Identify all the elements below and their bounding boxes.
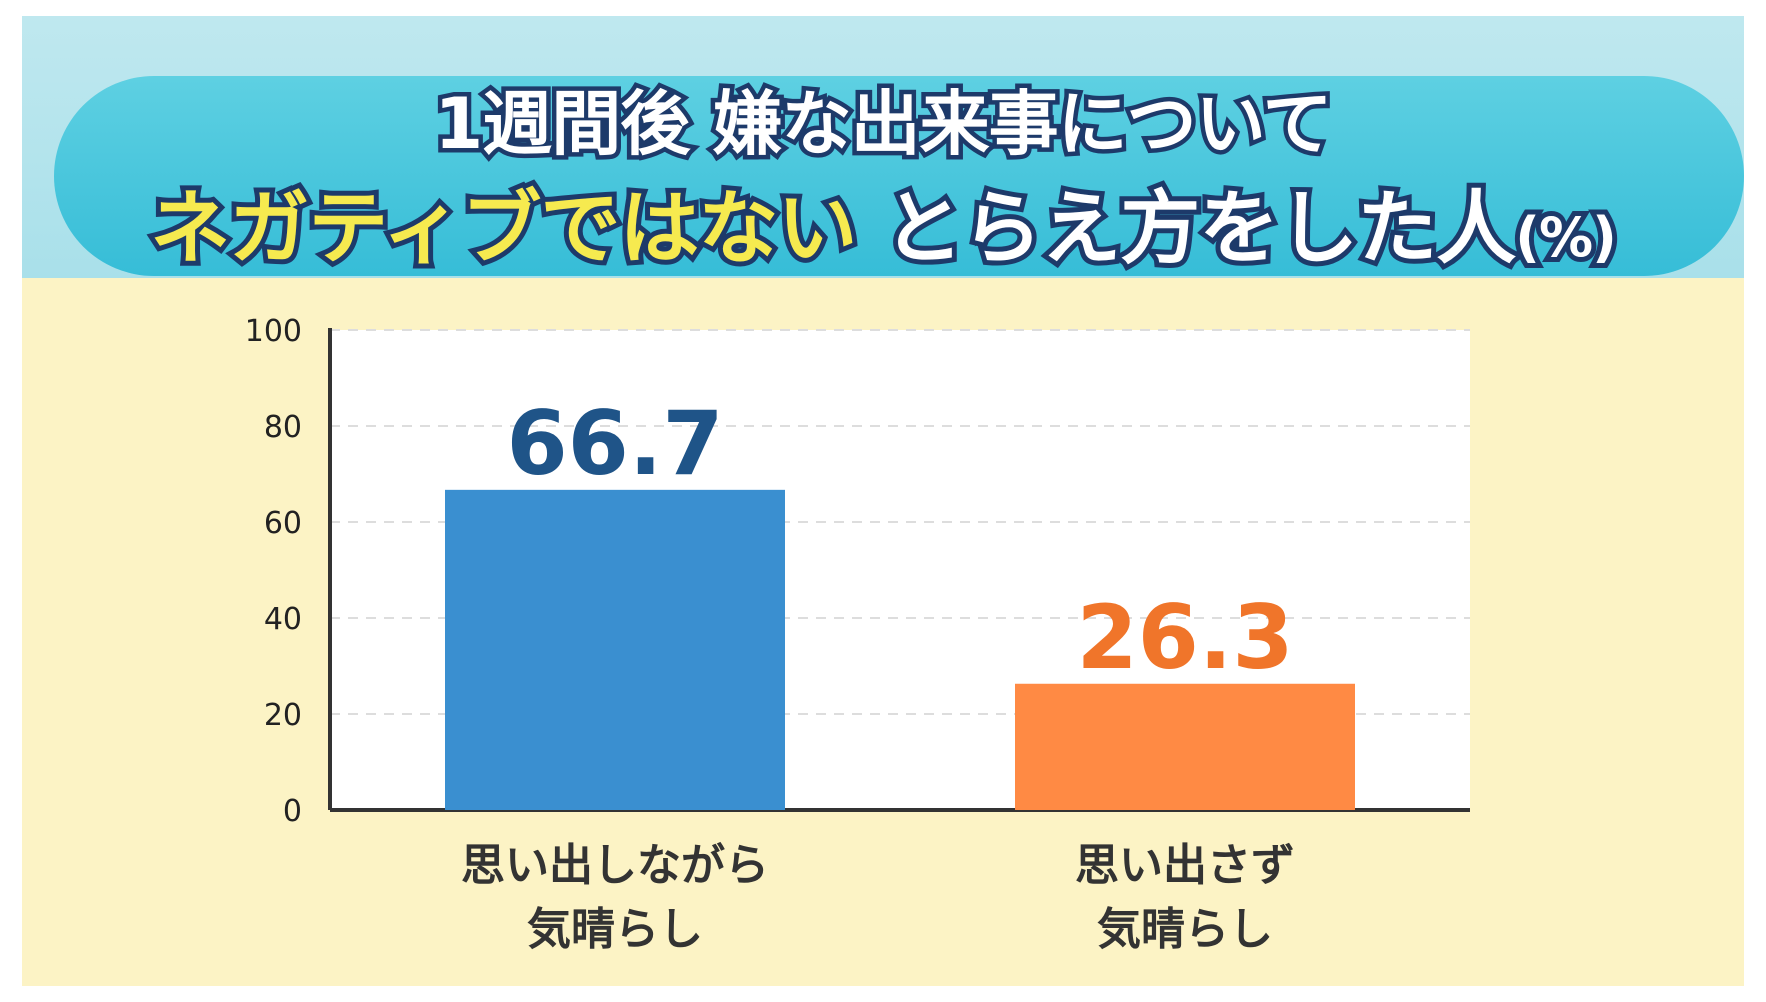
y-tick-label-60: 60 bbox=[264, 506, 302, 541]
value-label-2: 26.3 bbox=[1076, 586, 1293, 689]
value-label-1: 66.7 bbox=[506, 392, 723, 495]
chart-title-line-1: 1週間後 嫌な出来事について bbox=[430, 79, 1337, 170]
y-tick-label-0: 0 bbox=[283, 794, 302, 829]
title-banner-pill bbox=[54, 76, 1744, 276]
chart-title-highlight: ネガティブではない bbox=[145, 177, 862, 278]
category-label-2-line-1: 思い出さず bbox=[1075, 840, 1295, 891]
y-tick-label-80: 80 bbox=[264, 410, 302, 445]
bar-1 bbox=[445, 489, 785, 810]
y-tick-label-40: 40 bbox=[264, 602, 302, 637]
chart-title-rest: とらえ方をした人 bbox=[878, 177, 1521, 278]
chart-panel: 0 20 40 60 80 100 66.7 思い出しながら 気晴らし 26.3 思い出さず 気晴らし bbox=[22, 278, 1744, 986]
y-tick-label-20: 20 bbox=[264, 698, 302, 733]
category-label-2-line-2: 気晴らし bbox=[1097, 904, 1273, 955]
category-label-1-line-1: 思い出しながら bbox=[461, 840, 769, 891]
chart-title-unit: (%) bbox=[1510, 201, 1622, 274]
chart-title-line-2: ネガティブではない とらえ方をした人(%) bbox=[22, 164, 1744, 278]
title-banner: 1週間後 嫌な出来事について ネガティブではない とらえ方をした人(%) bbox=[22, 16, 1744, 278]
category-label-1-line-2: 気晴らし bbox=[527, 904, 703, 955]
y-tick-label-100: 100 bbox=[245, 314, 302, 349]
bar-2 bbox=[1015, 683, 1355, 810]
